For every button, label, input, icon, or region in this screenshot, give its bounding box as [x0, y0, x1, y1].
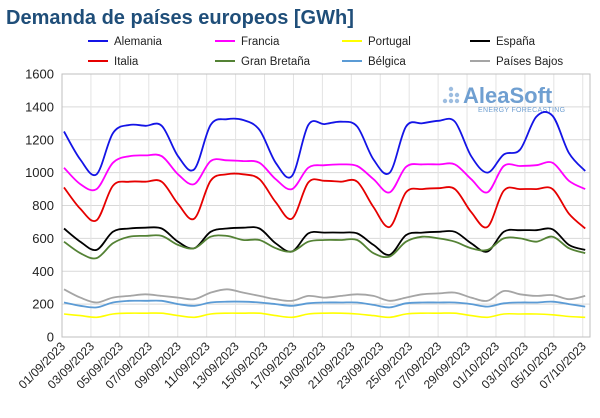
series-line-alemania — [63, 111, 586, 179]
y-tick-label: 1200 — [25, 132, 54, 147]
y-tick-label: 0 — [47, 330, 54, 345]
legend-label: Italia — [114, 56, 139, 68]
series-line-españa — [63, 226, 586, 256]
legend-item: Países Bajos — [470, 56, 563, 68]
y-tick-label: 800 — [32, 198, 54, 213]
logo-icon — [442, 86, 460, 104]
y-tick-label: 400 — [32, 264, 54, 279]
series-line-bélgica — [63, 299, 586, 309]
plot-frame — [61, 73, 591, 338]
legend-item: Bélgica — [342, 56, 406, 68]
series-line-países-bajos — [63, 288, 586, 304]
aleasoft-logo: AleaSoft ENERGY FORECASTING — [442, 83, 565, 114]
legend-item: España — [470, 36, 536, 48]
chart-title: Demanda de países europeos [GWh] — [6, 7, 354, 29]
y-tick-label: 1600 — [25, 67, 54, 82]
logo-tagline: ENERGY FORECASTING — [478, 107, 565, 114]
y-tick-label: 600 — [32, 231, 54, 246]
logo-name: AleaSoft — [463, 83, 553, 108]
legend-label: Francia — [241, 36, 280, 48]
y-tick-label: 1000 — [25, 165, 54, 180]
legend-label: Países Bajos — [496, 56, 563, 68]
y-axis: 0 200 400 600 800 1000 1200 1400 1600 — [25, 67, 54, 345]
legend-label: España — [496, 36, 536, 48]
legend-label: Gran Bretaña — [241, 56, 311, 68]
legend-item: Italia — [88, 56, 139, 68]
grid — [61, 73, 591, 338]
series-line-italia — [63, 172, 586, 230]
series-lines — [63, 111, 586, 319]
legend: Alemania Francia Portugal España Italia Gran … — [88, 36, 563, 68]
legend-label: Portugal — [368, 36, 411, 48]
series-line-gran-bretaña — [63, 234, 586, 260]
legend-item: Alemania — [88, 36, 163, 48]
legend-item: Portugal — [342, 36, 411, 48]
y-tick-label: 200 — [32, 297, 54, 312]
y-tick-label: 1400 — [25, 99, 54, 114]
legend-item: Francia — [215, 36, 280, 48]
series-line-francia — [63, 153, 586, 194]
x-axis: 01/09/202303/09/202305/09/202307/09/2023… — [16, 339, 589, 392]
legend-label: Alemania — [114, 36, 163, 48]
legend-label: Bélgica — [368, 56, 406, 68]
series-line-portugal — [63, 312, 586, 319]
legend-item: Gran Bretaña — [215, 56, 311, 68]
